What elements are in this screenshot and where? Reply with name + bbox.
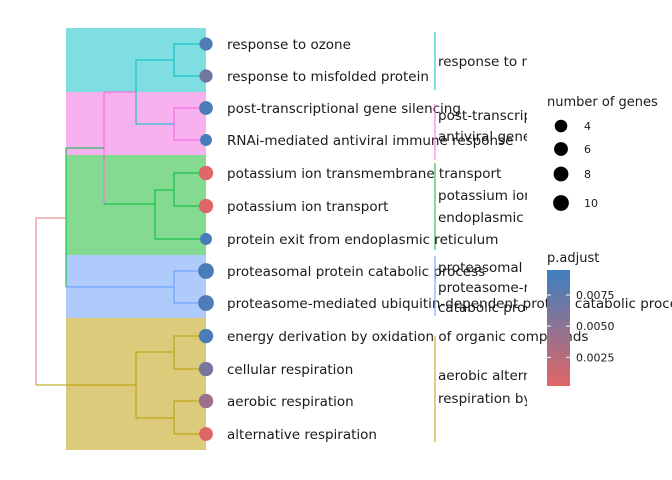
cluster-band-3 <box>66 155 206 255</box>
term-label-5: potassium ion transmembrane transport <box>227 166 501 182</box>
size-legend-key-4 <box>553 195 569 211</box>
term-points <box>198 37 214 441</box>
cluster-label-3-line-2: endoplasmic <box>438 210 524 226</box>
size-legend-title: number of genes <box>547 95 658 110</box>
cluster-label-4-line-3: catabolic proc <box>438 300 533 316</box>
term-point-4 <box>200 134 212 146</box>
cluster-label-5-line-2: respiration by <box>438 391 531 407</box>
term-label-2: response to misfolded protein <box>227 69 429 85</box>
term-point-12 <box>198 393 214 409</box>
color-legend-title: p.adjust <box>547 251 599 266</box>
term-point-13 <box>199 427 213 441</box>
term-labels: response to ozone response to misfolded p… <box>227 37 672 443</box>
term-point-2 <box>199 69 213 83</box>
branch-cluster-1-2 <box>103 91 136 204</box>
term-point-7 <box>200 233 212 245</box>
cluster-label-4-line-1: proteasomal <box>438 260 522 276</box>
dendrogram <box>35 43 206 435</box>
branch-root-upper <box>35 217 66 385</box>
size-legend-label-2: 6 <box>584 143 591 156</box>
cluster-label-2-line-1: post-transcrip <box>438 108 532 124</box>
cluster-label-2-line-2: antiviral gene <box>438 129 531 145</box>
size-legend-label-3: 8 <box>584 168 591 181</box>
term-point-1 <box>199 37 213 51</box>
color-legend-bar <box>547 270 570 386</box>
cluster-label-3-line-1: potassium ion <box>438 188 533 204</box>
term-label-11: cellular respiration <box>227 362 353 378</box>
term-point-3 <box>199 101 213 115</box>
branch-upper-group <box>65 147 104 287</box>
term-point-5 <box>198 165 214 181</box>
term-label-10: energy derivation by oxidation of organi… <box>227 329 588 345</box>
term-label-6: potassium ion transport <box>227 199 388 215</box>
term-point-10 <box>198 328 214 344</box>
term-label-3: post-transcriptional gene silencing <box>227 101 461 117</box>
size-legend-key-1 <box>554 119 568 133</box>
cluster-label-5-line-1: aerobic altern <box>438 368 532 384</box>
size-legend-label-1: 4 <box>584 120 591 133</box>
color-legend-label-2: 0.0050 <box>576 320 615 333</box>
term-label-4: RNAi-mediated antiviral immune response <box>227 133 513 149</box>
branch-cluster-2-leaves <box>173 107 206 141</box>
size-legend-key-2 <box>554 142 568 156</box>
term-point-8 <box>198 263 214 279</box>
term-label-7: protein exit from endoplasmic reticulum <box>227 232 498 248</box>
cluster-label-1-line-1: response to m <box>438 54 535 70</box>
branch-cluster-3 <box>154 189 206 240</box>
color-legend-label-3: 0.0075 <box>576 289 615 302</box>
term-label-1: response to ozone <box>227 37 351 53</box>
legends: number of genes p.adjust 4 6 8 10 0.0025 0.00… <box>547 95 658 386</box>
term-label-12: aerobic respiration <box>227 394 354 410</box>
term-point-9 <box>198 295 214 311</box>
color-legend-label-1: 0.0025 <box>576 351 615 364</box>
term-point-11 <box>198 361 214 377</box>
cluster-label-4-line-2: proteasome-m <box>438 280 537 296</box>
term-label-8: proteasomal protein catabolic process <box>227 264 485 280</box>
size-legend-key-3 <box>553 166 569 182</box>
cluster-labels: response to m post-transcrip antiviral gen… <box>434 32 537 442</box>
term-point-6 <box>198 198 214 214</box>
size-legend-label-4: 10 <box>584 197 598 210</box>
term-label-13: alternative respiration <box>227 427 377 443</box>
